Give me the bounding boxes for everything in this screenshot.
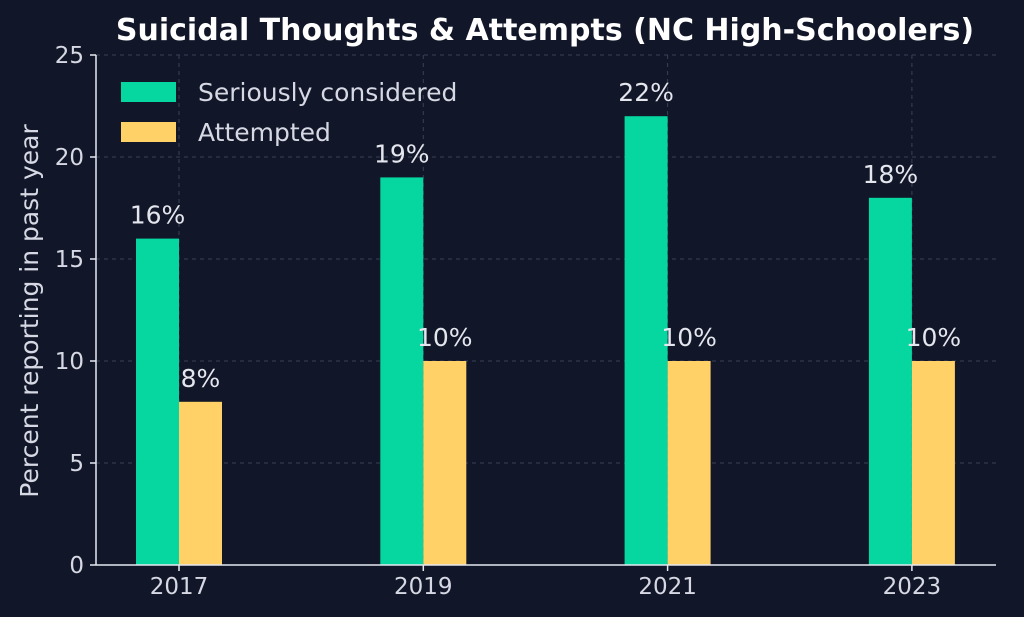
bar-attempted-2019: [423, 361, 467, 565]
data-label: 10%: [906, 323, 962, 352]
data-label: 8%: [181, 364, 221, 393]
data-label: 22%: [618, 78, 674, 107]
y-tick-label: 20: [55, 145, 84, 171]
x-tick-label: 2021: [638, 574, 697, 600]
bars: 16% 8% 19% 10% 22% 10% 18% 10%: [130, 78, 962, 566]
data-label: 10%: [417, 323, 473, 352]
y-tick-label: 10: [55, 349, 84, 375]
bar-seriously-considered-2023: [868, 197, 912, 566]
x-tick-label: 2019: [394, 574, 453, 600]
legend-swatch-seriously-considered: [121, 82, 176, 102]
y-tick-label: 25: [55, 43, 84, 69]
data-label: 19%: [374, 139, 430, 168]
bar-seriously-considered-2021: [624, 116, 668, 565]
y-tick-label: 0: [69, 553, 84, 579]
data-label: 18%: [863, 160, 919, 189]
y-tick-label: 15: [55, 247, 84, 273]
bar-seriously-considered-2019: [380, 177, 424, 565]
legend-swatch-attempted: [121, 122, 176, 142]
bar-seriously-considered-2017: [136, 238, 179, 565]
x-tick-label: 2017: [150, 574, 209, 600]
chart-title: Suicidal Thoughts & Attempts (NC High-Sc…: [116, 13, 974, 48]
x-tick-label: 2023: [883, 574, 942, 600]
y-tick-label: 5: [69, 451, 84, 477]
legend-label-seriously-considered: Seriously considered: [198, 78, 457, 107]
legend: Seriously considered Attempted: [121, 78, 457, 147]
data-label: 16%: [130, 201, 186, 230]
bar-attempted-2023: [911, 361, 955, 565]
data-label: 10%: [661, 323, 717, 352]
bar-attempted-2021: [667, 361, 711, 565]
y-axis-label: Percent reporting in past year: [15, 124, 44, 498]
ticks: 0 5 10 15 20 25 2017 2019 2021 2023: [55, 43, 941, 600]
legend-label-attempted: Attempted: [198, 118, 331, 147]
bar-attempted-2017: [179, 401, 222, 565]
